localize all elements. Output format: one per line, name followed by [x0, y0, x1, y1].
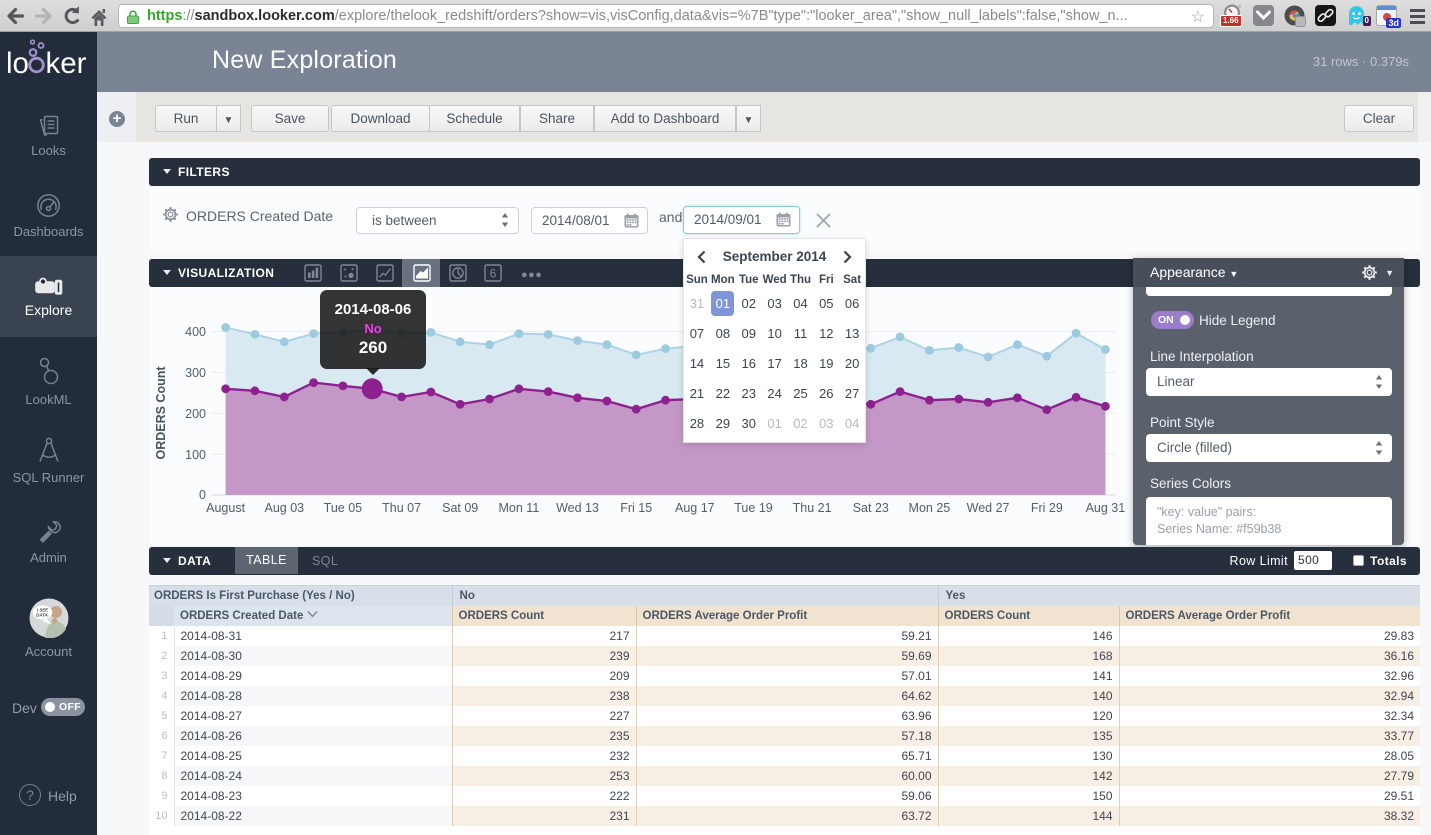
svg-text:lo: lo: [6, 47, 29, 80]
svg-text:Aug 17: Aug 17: [675, 501, 715, 515]
svg-text:Fri 15: Fri 15: [620, 501, 652, 515]
svg-text:Thu 07: Thu 07: [382, 501, 421, 515]
svg-text:Sat 23: Sat 23: [853, 501, 889, 515]
svg-text:Thu 21: Thu 21: [793, 501, 832, 515]
svg-text:ker: ker: [46, 47, 87, 80]
svg-text:ORDERS Count: ORDERS Count: [154, 366, 168, 460]
svg-text:Fri 29: Fri 29: [1031, 501, 1063, 515]
svg-text:Tue 19: Tue 19: [734, 501, 773, 515]
svg-text:200: 200: [185, 407, 206, 421]
svg-text:Wed 27: Wed 27: [967, 501, 1010, 515]
svg-text:400: 400: [185, 325, 206, 339]
svg-text:100: 100: [185, 448, 206, 462]
svg-text:Mon 25: Mon 25: [909, 501, 951, 515]
svg-text:Aug 31: Aug 31: [1086, 501, 1126, 515]
svg-text:6: 6: [490, 267, 497, 281]
svg-text:Aug 03: Aug 03: [264, 501, 304, 515]
svg-text:August: August: [206, 501, 245, 515]
svg-text:300: 300: [185, 366, 206, 380]
svg-text:I SEE: I SEE: [36, 608, 48, 613]
svg-text:Mon 11: Mon 11: [499, 501, 540, 515]
svg-text:0: 0: [199, 488, 206, 502]
svg-text:Sat 09: Sat 09: [442, 501, 478, 515]
svg-text:Tue 05: Tue 05: [324, 501, 363, 515]
svg-text:Wed 13: Wed 13: [556, 501, 599, 515]
svg-text:DATA.: DATA.: [36, 613, 49, 618]
